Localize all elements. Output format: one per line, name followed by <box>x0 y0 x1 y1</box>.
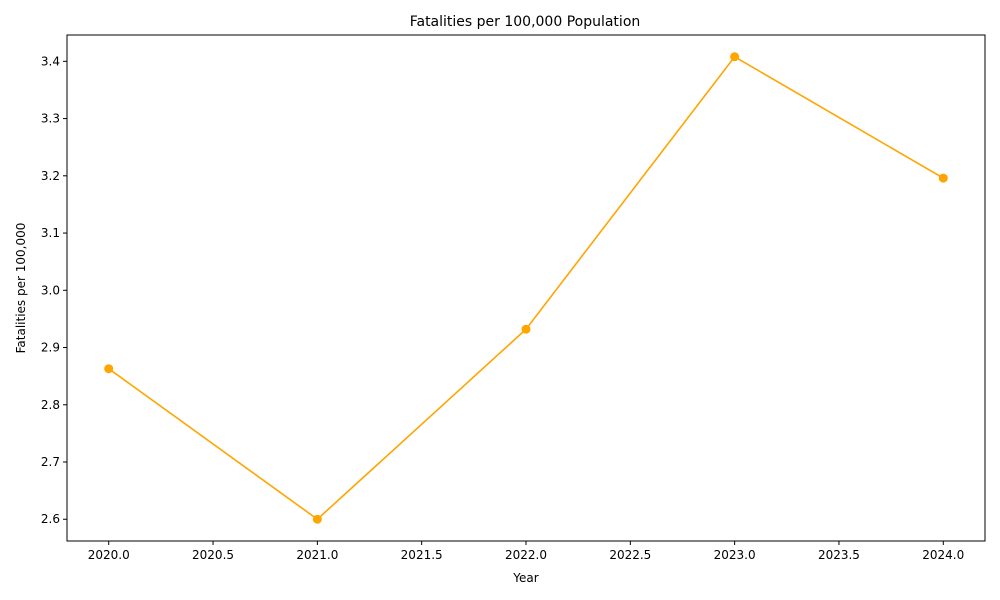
y-tick-label: 2.9 <box>41 341 60 355</box>
x-axis-label: Year <box>512 571 538 585</box>
x-tick-label: 2023.0 <box>714 548 756 562</box>
data-point <box>938 173 948 183</box>
plot-area <box>66 34 986 542</box>
data-point <box>730 52 740 62</box>
y-tick-label: 3.4 <box>41 54 60 68</box>
chart-title: Fatalities per 100,000 Population <box>410 14 641 30</box>
x-tick-label: 2024.0 <box>922 548 964 562</box>
data-point <box>312 514 322 524</box>
data-point <box>521 324 531 334</box>
y-tick-label: 3.1 <box>41 226 60 240</box>
y-tick-label: 3.0 <box>41 283 60 297</box>
x-tick-label: 2020.5 <box>192 548 234 562</box>
x-tick-label: 2022.5 <box>609 548 651 562</box>
x-tick-label: 2021.0 <box>296 548 338 562</box>
y-tick-label: 2.8 <box>41 398 60 412</box>
y-tick-label: 3.3 <box>41 112 60 126</box>
y-tick-label: 2.6 <box>41 512 60 526</box>
x-tick-label: 2022.0 <box>505 548 547 562</box>
x-tick-label: 2020.0 <box>88 548 130 562</box>
x-tick-label: 2023.5 <box>818 548 860 562</box>
y-tick-label: 2.7 <box>41 455 60 469</box>
series-line <box>108 55 944 521</box>
y-axis-label: Fatalities per 100,000 <box>14 223 28 354</box>
y-axis: 2.6 2.7 2.8 2.9 3.0 3.1 3.2 3.3 3.4 <box>41 54 67 526</box>
series-layer <box>104 52 948 524</box>
data-point <box>104 364 114 374</box>
y-tick-label: 3.2 <box>41 169 60 183</box>
x-tick-label: 2021.5 <box>401 548 443 562</box>
x-axis: 2020.0 2020.5 2021.0 2021.5 2022.0 2022.5 2023… <box>88 541 964 562</box>
